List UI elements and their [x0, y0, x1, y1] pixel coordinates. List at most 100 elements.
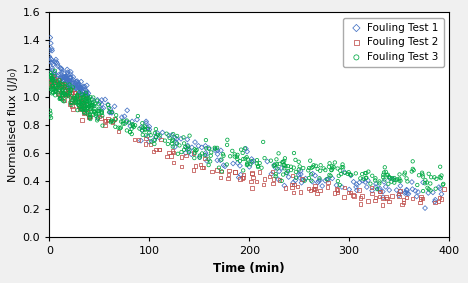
Fouling Test 1: [51, 73, 58, 77]
Fouling Test 1: [58, 70, 66, 74]
Fouling Test 3: [240, 168, 247, 173]
Fouling Test 3: [395, 178, 403, 183]
Fouling Test 3: [363, 175, 370, 180]
Fouling Test 3: [164, 142, 172, 146]
Fouling Test 3: [147, 133, 154, 138]
Fouling Test 3: [408, 169, 416, 174]
Fouling Test 2: [78, 105, 86, 110]
Fouling Test 2: [165, 150, 173, 155]
Fouling Test 3: [419, 189, 427, 193]
Fouling Test 3: [48, 91, 56, 96]
Fouling Test 2: [168, 149, 176, 153]
Fouling Test 3: [79, 96, 86, 100]
Fouling Test 3: [65, 88, 72, 92]
Fouling Test 3: [136, 126, 143, 131]
Fouling Test 3: [84, 103, 92, 108]
Fouling Test 2: [288, 182, 296, 186]
Fouling Test 2: [368, 185, 375, 190]
Fouling Test 3: [47, 73, 54, 78]
Fouling Test 2: [231, 170, 239, 174]
Fouling Test 1: [48, 57, 55, 62]
Fouling Test 1: [65, 78, 73, 83]
Fouling Test 3: [307, 158, 314, 163]
Fouling Test 1: [55, 82, 62, 86]
Fouling Test 3: [57, 89, 64, 93]
Fouling Test 1: [48, 77, 55, 81]
Fouling Test 2: [191, 164, 199, 168]
Fouling Test 1: [198, 145, 205, 150]
Fouling Test 2: [58, 87, 65, 91]
Fouling Test 1: [64, 67, 71, 72]
Fouling Test 2: [236, 177, 244, 181]
Fouling Test 3: [272, 172, 279, 177]
Fouling Test 2: [58, 96, 65, 100]
Fouling Test 1: [138, 125, 145, 129]
Fouling Test 3: [60, 99, 68, 104]
Fouling Test 3: [337, 172, 345, 176]
Fouling Test 1: [51, 75, 58, 79]
Fouling Test 2: [311, 183, 319, 188]
Fouling Test 3: [66, 91, 74, 96]
Fouling Test 3: [51, 89, 59, 93]
Fouling Test 1: [168, 133, 176, 137]
Fouling Test 2: [256, 170, 263, 174]
Fouling Test 2: [260, 182, 267, 187]
Fouling Test 3: [361, 171, 369, 175]
Fouling Test 2: [313, 191, 321, 196]
Fouling Test 3: [281, 166, 288, 171]
Fouling Test 3: [193, 148, 200, 152]
Fouling Test 1: [78, 91, 85, 96]
Fouling Test 3: [67, 88, 75, 93]
Fouling Test 1: [64, 80, 71, 84]
Fouling Test 3: [80, 111, 88, 115]
Fouling Test 2: [382, 195, 390, 199]
Fouling Test 2: [61, 84, 68, 89]
Fouling Test 3: [300, 166, 307, 170]
Fouling Test 1: [72, 83, 79, 88]
Fouling Test 2: [225, 168, 233, 173]
Fouling Test 1: [429, 190, 437, 195]
Fouling Test 1: [51, 70, 58, 75]
Fouling Test 3: [211, 145, 219, 150]
Fouling Test 1: [64, 72, 72, 77]
Fouling Test 1: [82, 91, 89, 95]
Fouling Test 3: [203, 146, 210, 151]
Fouling Test 3: [81, 97, 89, 102]
Fouling Test 1: [372, 182, 380, 186]
Fouling Test 1: [73, 79, 81, 83]
Fouling Test 3: [218, 157, 225, 162]
Fouling Test 2: [178, 164, 185, 169]
Fouling Test 3: [71, 96, 79, 100]
Fouling Test 2: [62, 90, 69, 95]
Fouling Test 3: [196, 153, 204, 158]
Fouling Test 3: [274, 166, 281, 171]
Fouling Test 2: [417, 197, 424, 201]
Fouling Test 1: [62, 79, 70, 83]
Fouling Test 2: [54, 91, 61, 95]
Fouling Test 3: [279, 160, 287, 164]
Fouling Test 3: [397, 179, 404, 183]
Fouling Test 3: [151, 138, 159, 142]
Fouling Test 3: [395, 177, 403, 181]
Fouling Test 3: [231, 152, 239, 156]
Fouling Test 3: [292, 175, 300, 180]
Fouling Test 1: [235, 175, 242, 180]
Fouling Test 1: [386, 188, 393, 192]
Fouling Test 3: [392, 178, 399, 182]
Fouling Test 3: [295, 160, 302, 164]
Fouling Test 3: [347, 173, 355, 177]
Fouling Test 1: [52, 57, 59, 62]
Fouling Test 1: [133, 117, 141, 122]
Fouling Test 3: [79, 92, 86, 97]
Fouling Test 1: [144, 134, 152, 139]
Fouling Test 2: [190, 168, 197, 172]
Fouling Test 3: [312, 164, 320, 168]
Fouling Test 3: [83, 106, 91, 111]
Fouling Test 2: [102, 123, 109, 128]
Fouling Test 3: [386, 175, 394, 180]
Fouling Test 3: [66, 91, 73, 96]
Fouling Test 3: [88, 103, 95, 107]
Fouling Test 3: [346, 172, 354, 177]
Fouling Test 3: [414, 183, 421, 187]
Fouling Test 3: [76, 96, 84, 100]
